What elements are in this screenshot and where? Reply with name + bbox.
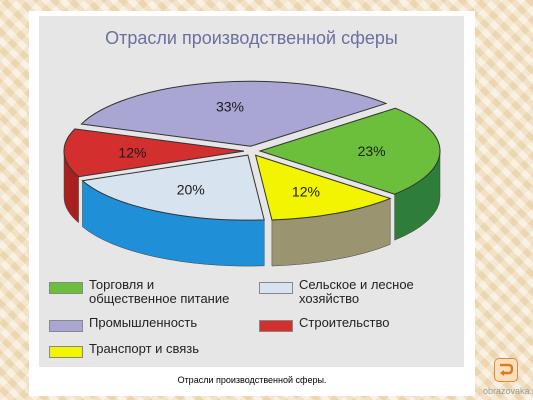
legend-label: Промышленность	[89, 315, 198, 330]
pie-slice	[81, 154, 265, 221]
legend-label: Транспорт и связь	[89, 341, 200, 356]
legend: Торговля и общественное питание Сельское…	[49, 278, 454, 364]
return-arrow-icon	[500, 363, 514, 376]
pie-value-label: 20%	[177, 182, 205, 198]
pie-slice	[254, 154, 392, 221]
legend-swatch	[259, 282, 293, 294]
legend-swatch	[259, 320, 293, 332]
legend-swatch	[49, 320, 83, 332]
legend-label: Строительство	[299, 315, 390, 330]
pie-value-label: 12%	[292, 183, 320, 199]
pie-slice	[80, 80, 388, 147]
legend-item-construction: Строительство	[259, 316, 389, 332]
chart-title: Отрасли производственной сферы	[105, 28, 398, 48]
pie-slice	[258, 107, 441, 195]
return-button[interactable]	[494, 358, 518, 382]
legend-item-agriculture: Сельское и лесное хозяйство	[259, 278, 414, 306]
legend-swatch	[49, 346, 83, 358]
pie-chart: 33% 23% 12% 20% 12%	[63, 80, 441, 267]
pie-value-label: 12%	[118, 144, 146, 160]
chart-figure: Отрасли производственной сферы 33% 23% 12%…	[39, 16, 464, 367]
legend-label: Торговля и общественное питание	[89, 277, 230, 306]
pie-value-label: 23%	[358, 143, 386, 159]
legend-item-transport: Транспорт и связь	[49, 342, 199, 358]
pie-value-label: 33%	[216, 99, 244, 115]
legend-swatch	[49, 282, 83, 294]
legend-item-industry: Промышленность	[49, 316, 197, 332]
pie-slice	[63, 128, 245, 178]
legend-item-trade: Торговля и общественное питание	[49, 278, 229, 306]
slide: Отрасли производственной сферы 33% 23% 12%…	[29, 11, 475, 396]
watermark: obrazovaka.ru	[483, 386, 533, 396]
figure-caption: Отрасли производственной сферы.	[177, 375, 327, 385]
legend-label: Сельское и лесное хозяйство	[299, 277, 414, 306]
